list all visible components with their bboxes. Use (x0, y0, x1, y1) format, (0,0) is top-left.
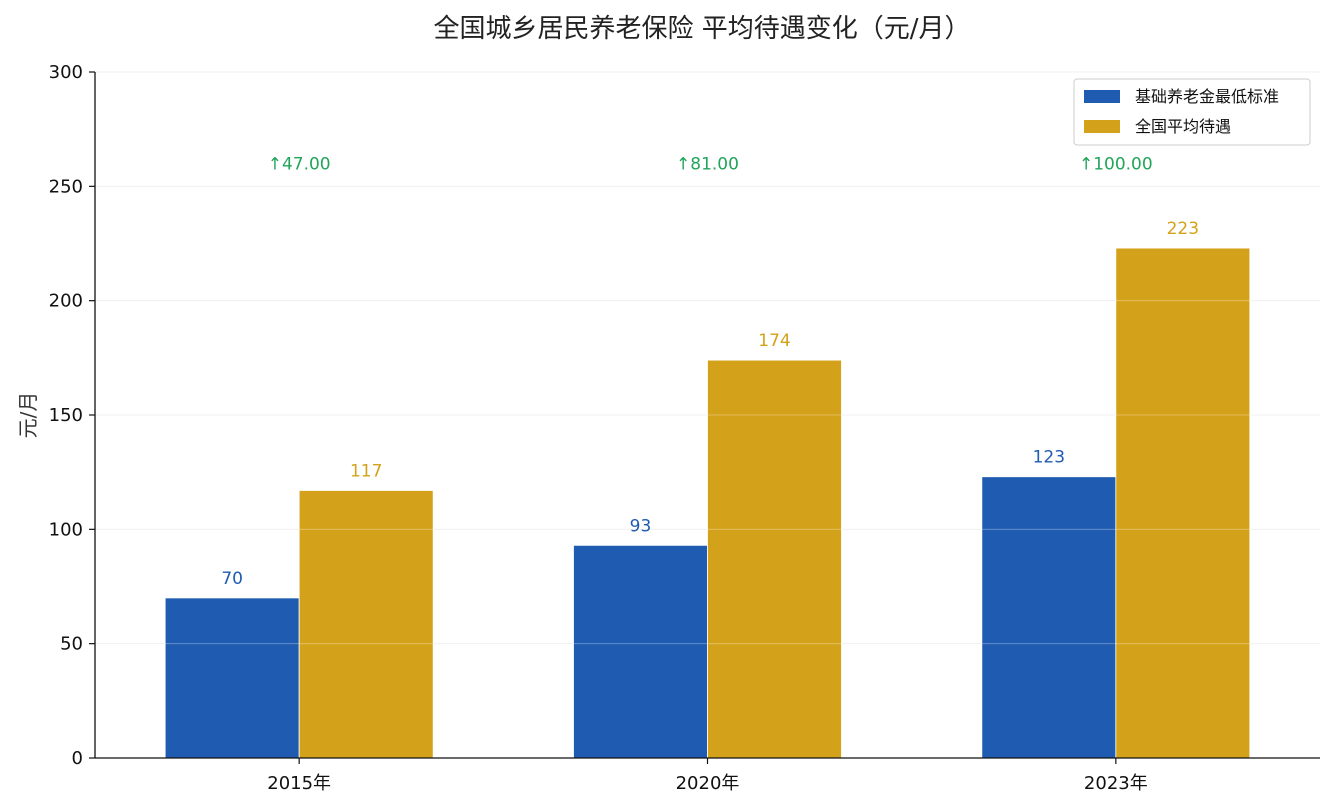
data-label: 70 (221, 569, 243, 589)
bar-1-2 (573, 544, 708, 759)
bar-2-2 (707, 359, 842, 759)
x-tick-label: 2023年 (1084, 773, 1148, 794)
data-label: 223 (1167, 219, 1199, 239)
difference-annotation: ↑100.00 (1079, 154, 1153, 174)
y-axis-label: 元/月 (16, 392, 40, 439)
data-labels: 70 93 123 117 174 223 ↑47.00 ↑81.00 ↑100.00 (221, 154, 1199, 588)
x-tick-label: 2020年 (676, 773, 740, 794)
y-tick-label: 150 (49, 405, 83, 426)
legend-swatch (1084, 90, 1120, 103)
y-tick-label: 50 (60, 634, 83, 655)
y-tick-label: 100 (49, 519, 83, 540)
y-tick-label: 250 (49, 176, 83, 197)
y-tick-label: 300 (49, 62, 83, 83)
data-label: 93 (630, 516, 652, 536)
bars (95, 71, 1320, 759)
bar-2-1 (298, 490, 434, 759)
data-label: 123 (1033, 448, 1065, 468)
bar-1-3 (981, 476, 1117, 759)
legend-label: 基础养老金最低标准 (1135, 87, 1279, 106)
axes: 0 50 100 150 200 250 300 2015年 2020年 2023年 (49, 62, 1320, 794)
difference-annotation: ↑47.00 (268, 154, 331, 174)
legend-swatch (1084, 120, 1120, 133)
data-label: 174 (758, 331, 790, 351)
legend-box (1073, 78, 1311, 146)
x-tick-label: 2015年 (267, 773, 331, 794)
bar-2-3 (1115, 247, 1251, 759)
bar-1-1 (164, 597, 300, 759)
y-tick-label: 0 (72, 748, 83, 769)
y-tick-label: 200 (49, 291, 83, 312)
chart-title: 全国城乡居民养老保险 平均待遇变化（元/月） (433, 14, 970, 44)
difference-annotation: ↑81.00 (676, 154, 739, 174)
legend-label: 全国平均待遇 (1135, 117, 1231, 136)
data-label: 117 (350, 461, 382, 481)
